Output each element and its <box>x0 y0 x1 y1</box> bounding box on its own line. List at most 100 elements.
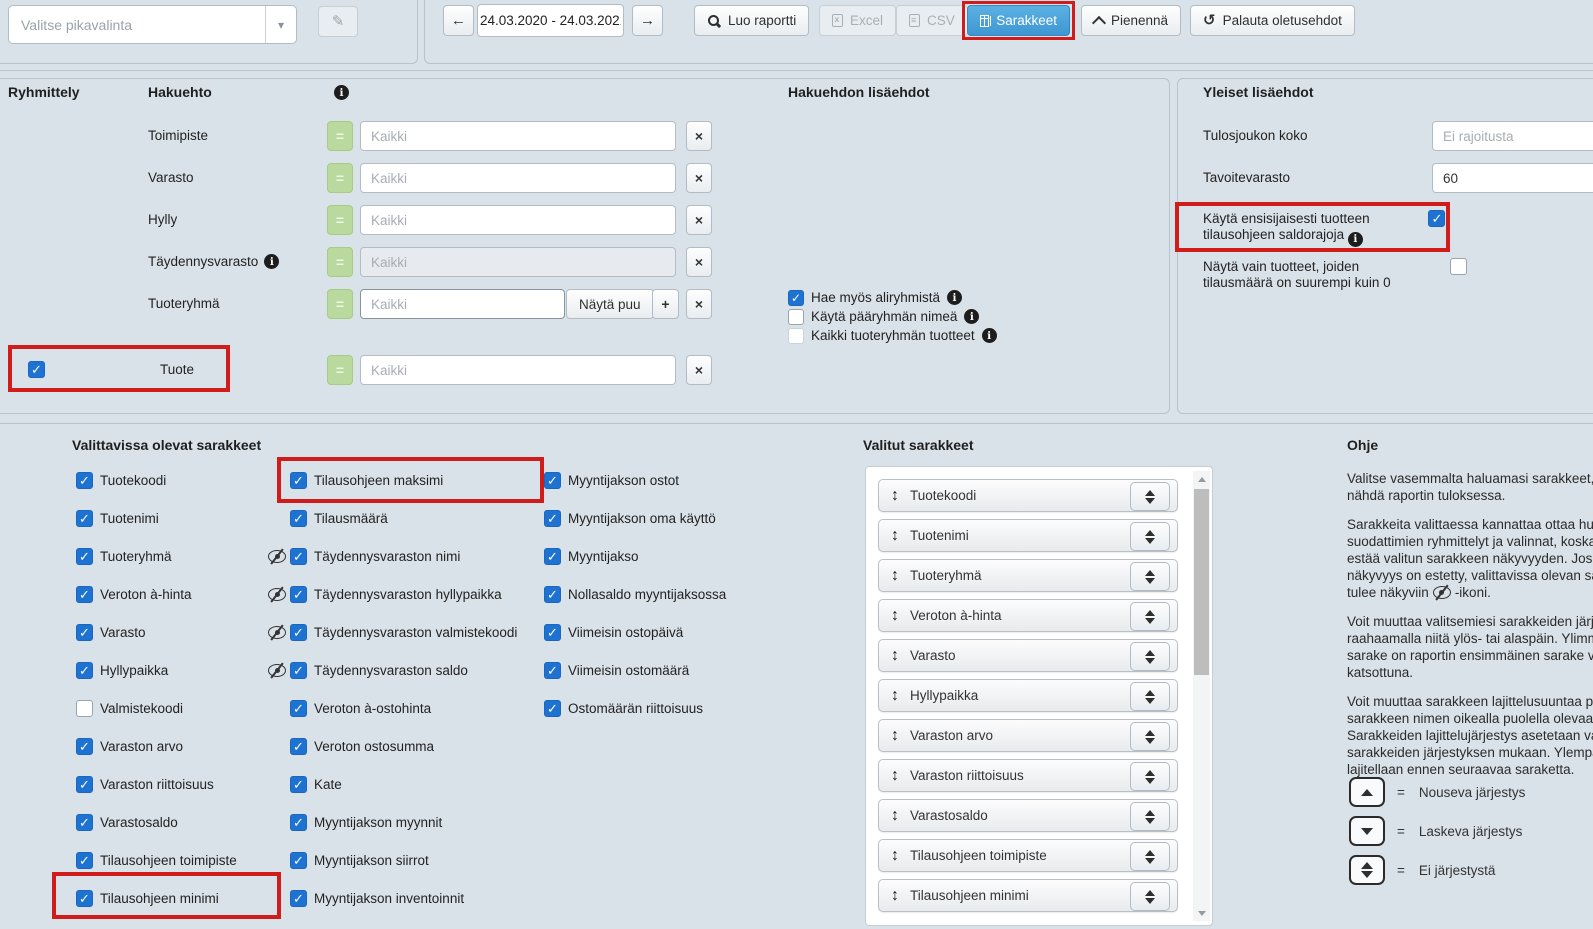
info-icon[interactable]: i <box>981 328 997 343</box>
column-checkbox[interactable] <box>290 661 307 679</box>
column-checkbox[interactable] <box>76 623 93 641</box>
remove-filter-button[interactable]: × <box>686 205 712 235</box>
column-checkbox[interactable] <box>290 623 307 641</box>
column-checkbox[interactable] <box>544 471 561 489</box>
selected-column-item[interactable]: ↕ Varaston riittoisuus <box>878 759 1178 792</box>
column-checkbox[interactable] <box>76 471 93 489</box>
filter-input-tuote[interactable] <box>360 355 676 385</box>
quick-select-dropdown[interactable]: Valitse pikavalinta ▾ <box>8 5 297 44</box>
scroll-down-button[interactable] <box>1193 905 1210 921</box>
selected-column-item[interactable]: ↕ Tilausohjeen minimi <box>878 879 1178 912</box>
excel-export-button[interactable]: Excel <box>819 5 897 36</box>
column-checkbox[interactable] <box>76 509 93 527</box>
selected-column-item[interactable]: ↕ Tilausohjeen toimipiste <box>878 839 1178 872</box>
scrollbar[interactable] <box>1193 471 1210 921</box>
add-filter-button[interactable]: + <box>652 289 679 319</box>
selected-column-item[interactable]: ↕ Veroton à-hinta <box>878 599 1178 632</box>
equals-operator-button[interactable]: = <box>327 247 353 277</box>
sort-direction-button[interactable] <box>1130 522 1170 551</box>
column-checkbox[interactable] <box>544 509 561 527</box>
column-checkbox[interactable] <box>76 737 93 755</box>
drag-handle-icon[interactable]: ↕ <box>891 886 899 904</box>
column-checkbox[interactable] <box>76 851 93 869</box>
column-checkbox[interactable] <box>290 585 307 603</box>
sort-direction-button[interactable] <box>1130 762 1170 791</box>
equals-operator-button[interactable]: = <box>327 163 353 193</box>
sort-direction-button[interactable] <box>1130 602 1170 631</box>
drag-handle-icon[interactable]: ↕ <box>891 486 899 504</box>
sort-direction-button[interactable] <box>1130 482 1170 511</box>
sort-direction-button[interactable] <box>1130 842 1170 871</box>
selected-column-item[interactable]: ↕ Tuotekoodi <box>878 479 1178 512</box>
drag-handle-icon[interactable]: ↕ <box>891 566 899 584</box>
drag-handle-icon[interactable]: ↕ <box>891 806 899 824</box>
sort-direction-button[interactable] <box>1130 882 1170 911</box>
show-tree-button[interactable]: Näytä puu <box>566 289 654 319</box>
drag-handle-icon[interactable]: ↕ <box>891 526 899 544</box>
selected-column-item[interactable]: ↕ Varastosaldo <box>878 799 1178 832</box>
column-checkbox[interactable] <box>290 737 307 755</box>
remove-filter-button[interactable]: × <box>686 247 712 277</box>
create-report-button[interactable]: Luo raportti <box>694 5 810 36</box>
equals-operator-button[interactable]: = <box>327 289 353 319</box>
chevron-down-icon[interactable]: ▾ <box>265 6 296 43</box>
column-checkbox[interactable] <box>76 547 93 565</box>
column-checkbox[interactable] <box>76 661 93 679</box>
column-checkbox[interactable] <box>76 775 93 793</box>
column-checkbox[interactable] <box>290 699 307 717</box>
column-checkbox[interactable] <box>290 813 307 831</box>
column-checkbox[interactable] <box>290 851 307 869</box>
prev-period-button[interactable]: ← <box>443 5 474 36</box>
remove-filter-button[interactable]: × <box>686 355 712 385</box>
next-period-button[interactable]: → <box>632 5 663 36</box>
info-icon[interactable]: i <box>334 85 349 100</box>
remove-filter-button[interactable]: × <box>686 121 712 151</box>
column-checkbox[interactable] <box>544 585 561 603</box>
columns-button[interactable]: Sarakkeet <box>967 5 1070 36</box>
sort-direction-button[interactable] <box>1130 722 1170 751</box>
column-checkbox[interactable] <box>76 889 93 907</box>
selected-column-item[interactable]: ↕ Tuotenimi <box>878 519 1178 552</box>
remove-filter-button[interactable]: × <box>686 163 712 193</box>
filter-input-hylly[interactable] <box>360 205 676 235</box>
target-stock-input[interactable] <box>1432 163 1593 193</box>
grouping-checkbox-tuote[interactable] <box>28 361 45 378</box>
minimize-button[interactable]: Pienennä <box>1081 5 1182 36</box>
column-checkbox[interactable] <box>290 471 307 489</box>
result-size-input[interactable] <box>1432 121 1593 151</box>
selected-column-item[interactable]: ↕ Varaston arvo <box>878 719 1178 752</box>
info-icon[interactable]: i <box>947 290 963 305</box>
sort-direction-button[interactable] <box>1130 642 1170 671</box>
drag-handle-icon[interactable]: ↕ <box>891 606 899 624</box>
scrollbar-thumb[interactable] <box>1194 489 1209 675</box>
date-range-input[interactable] <box>477 4 624 37</box>
extra-option-subgroups[interactable]: Hae myös aliryhmistä i <box>788 288 997 307</box>
drag-handle-icon[interactable]: ↕ <box>891 646 899 664</box>
equals-operator-button[interactable]: = <box>327 121 353 151</box>
filter-input-toimipiste[interactable] <box>360 121 676 151</box>
column-checkbox[interactable] <box>290 889 307 907</box>
selected-column-item[interactable]: ↕ Tuoteryhmä <box>878 559 1178 592</box>
reset-defaults-button[interactable]: ↺ Palauta oletusehdot <box>1190 5 1355 36</box>
column-checkbox[interactable] <box>76 813 93 831</box>
info-icon[interactable]: i <box>964 309 980 324</box>
subgroups-checkbox[interactable] <box>788 289 804 306</box>
order-limits-checkbox[interactable] <box>1428 210 1446 227</box>
selected-column-item[interactable]: ↕ Hyllypaikka <box>878 679 1178 712</box>
only-ordered-checkbox[interactable] <box>1449 258 1467 275</box>
column-checkbox[interactable] <box>544 623 561 641</box>
drag-handle-icon[interactable]: ↕ <box>891 686 899 704</box>
column-checkbox[interactable] <box>76 699 93 717</box>
column-checkbox[interactable] <box>290 775 307 793</box>
maingroup-name-checkbox[interactable] <box>788 308 804 325</box>
equals-operator-button[interactable]: = <box>327 355 353 385</box>
column-checkbox[interactable] <box>290 547 307 565</box>
selected-column-item[interactable]: ↕ Varasto <box>878 639 1178 672</box>
drag-handle-icon[interactable]: ↕ <box>891 766 899 784</box>
column-checkbox[interactable] <box>544 547 561 565</box>
remove-filter-button[interactable]: × <box>686 289 712 319</box>
edit-quick-select-button[interactable]: ✎ <box>318 6 358 37</box>
extra-option-all-group-products[interactable]: Kaikki tuoteryhmän tuotteet i <box>788 326 997 345</box>
sort-direction-button[interactable] <box>1130 562 1170 591</box>
drag-handle-icon[interactable]: ↕ <box>891 726 899 744</box>
